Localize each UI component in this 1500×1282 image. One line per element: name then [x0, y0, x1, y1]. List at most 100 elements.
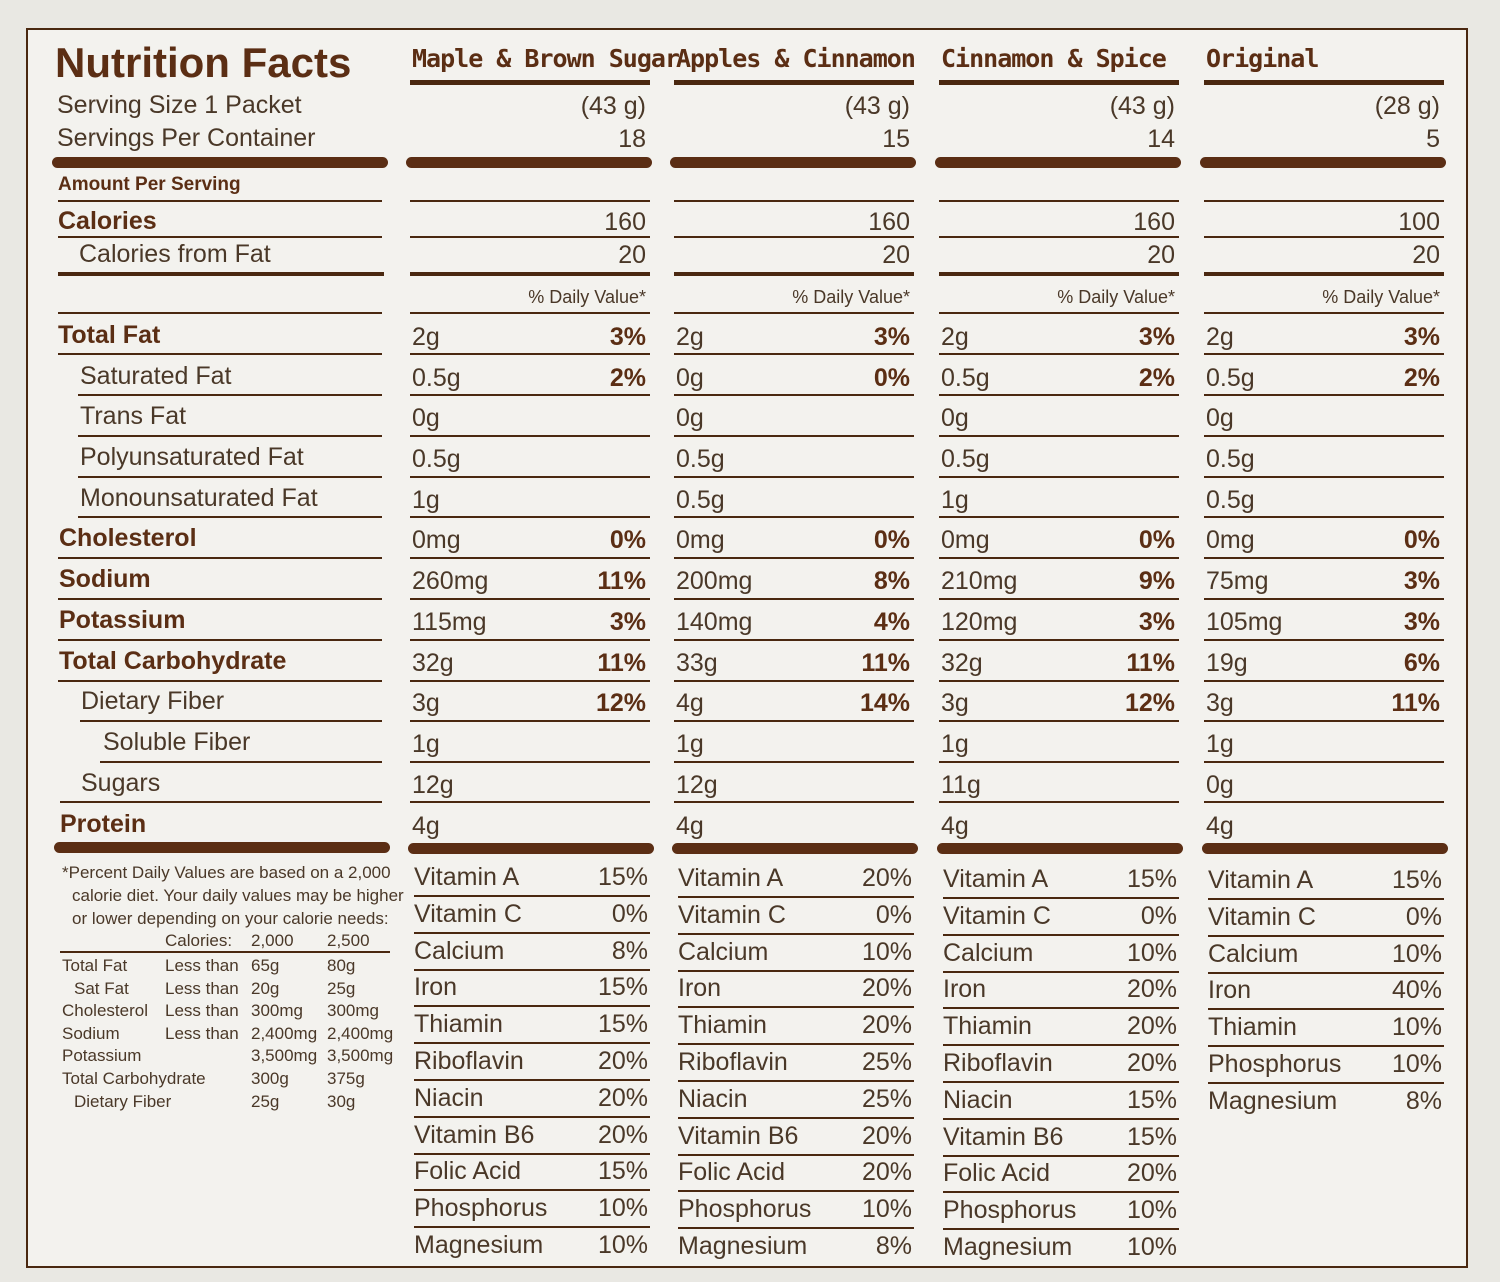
footnote-row-name: Dietary Fiber — [74, 1091, 172, 1111]
divider — [674, 200, 914, 202]
divider — [1208, 972, 1444, 974]
vitamin-daily-value: 10% — [1126, 1196, 1177, 1224]
divider — [1204, 435, 1444, 437]
divider — [78, 435, 382, 437]
divider — [674, 516, 914, 518]
calories-from-fat-value: 20 — [1147, 241, 1175, 269]
divider — [410, 394, 650, 396]
nutrient-amount: 19g — [1206, 649, 1248, 677]
vitamin-daily-value: 0% — [1405, 903, 1442, 931]
nutrient-amount: 1g — [676, 730, 704, 758]
divider-medium — [1204, 80, 1444, 85]
vitamin-name: Iron — [1208, 976, 1252, 1004]
divider — [674, 680, 914, 682]
vitamin-daily-value: 20% — [861, 1158, 912, 1186]
servings-per-container: 18 — [618, 125, 646, 153]
divider — [943, 971, 1179, 973]
nutrient-amount: 3g — [1206, 689, 1234, 717]
servings-per-container: 14 — [1147, 125, 1175, 153]
divider-medium — [939, 272, 1179, 276]
nutrient-daily-value: 0% — [873, 364, 910, 392]
divider — [1208, 1082, 1444, 1084]
nutrient-amount: 140mg — [676, 608, 753, 636]
nutrient-daily-value: 6% — [1403, 649, 1440, 677]
divider — [939, 639, 1179, 641]
vitamin-name: Thiamin — [414, 1010, 503, 1038]
divider — [410, 200, 650, 202]
divider-medium — [410, 272, 650, 276]
footnote-row-name: Cholesterol — [62, 1001, 148, 1021]
nutrient-daily-value: 11% — [1126, 649, 1175, 677]
vitamin-name: Magnesium — [414, 1231, 544, 1259]
nutrient-amount: 1g — [941, 730, 969, 758]
servings-per-container: 5 — [1426, 125, 1440, 153]
calories-value: 160 — [1133, 208, 1175, 236]
daily-value-header: % Daily Value* — [792, 287, 910, 307]
divider — [939, 236, 1179, 238]
footnote-row-name: Sat Fat — [74, 978, 129, 998]
divider — [943, 1155, 1179, 1157]
divider — [1204, 557, 1444, 559]
divider — [939, 476, 1179, 478]
vitamin-name: Iron — [678, 974, 722, 1002]
divider — [410, 312, 650, 314]
vitamin-daily-value: 15% — [597, 1010, 648, 1038]
vitamin-daily-value: 15% — [1126, 1123, 1177, 1151]
divider — [410, 680, 650, 682]
divider — [678, 1154, 914, 1156]
nutrient-amount: 120mg — [941, 608, 1018, 636]
vitamin-daily-value: 20% — [597, 1121, 648, 1149]
divider-thick — [54, 842, 390, 853]
serving-grams: (43 g) — [844, 92, 910, 120]
footnote-calories-2500: 2,500 — [327, 931, 370, 950]
vitamin-daily-value: 25% — [861, 1085, 912, 1113]
nutrient-amount: 3g — [412, 689, 440, 717]
footnote-row-2000: 300g — [251, 1069, 289, 1088]
footnote-row-2500: 375g — [327, 1069, 365, 1088]
daily-value-header: % Daily Value* — [1322, 287, 1440, 307]
nutrient-amount: 0mg — [941, 526, 990, 554]
divider — [78, 516, 382, 518]
divider — [943, 1007, 1179, 1009]
divider — [674, 761, 914, 763]
sugars-label: Sugars — [81, 769, 161, 797]
divider — [674, 435, 914, 437]
vitamin-name: Magnesium — [943, 1233, 1073, 1261]
divider — [939, 353, 1179, 355]
divider — [58, 598, 382, 600]
divider-medium — [1204, 272, 1444, 276]
nutrient-daily-value: 3% — [609, 608, 646, 636]
vitamin-daily-value: 10% — [597, 1231, 648, 1259]
nutrient-daily-value: 3% — [1138, 323, 1175, 351]
nutrient-daily-value: 0% — [1138, 526, 1175, 554]
vitamin-daily-value: 20% — [861, 1122, 912, 1150]
nutrient-amount: 0.5g — [676, 445, 725, 473]
vitamin-daily-value: 15% — [1126, 865, 1177, 893]
divider — [939, 761, 1179, 763]
divider-thick — [52, 157, 388, 168]
footnote-row-2000: 300mg — [251, 1001, 303, 1021]
divider — [100, 761, 382, 763]
trans-fat-label: Trans Fat — [80, 402, 187, 430]
divider — [1204, 394, 1444, 396]
nutrient-daily-value: 3% — [873, 323, 910, 351]
footnote-row-2000: 3,500mg — [251, 1046, 318, 1066]
nutrient-amount: 0g — [1206, 404, 1234, 432]
vitamin-name: Vitamin B6 — [414, 1121, 535, 1149]
protein-label: Protein — [60, 810, 147, 838]
vitamin-daily-value: 15% — [597, 863, 648, 891]
divider — [939, 516, 1179, 518]
nutrient-amount: 2g — [676, 323, 704, 351]
servings-per-container-label: Servings Per Container — [57, 124, 316, 152]
vitamin-daily-value: 15% — [597, 973, 648, 1001]
nutrient-amount: 4g — [676, 689, 704, 717]
serving-grams: (28 g) — [1374, 92, 1440, 120]
vitamin-name: Vitamin A — [678, 864, 784, 892]
nutrient-amount: 33g — [676, 649, 718, 677]
dietary-fiber-label: Dietary Fiber — [81, 687, 225, 715]
vitamin-name: Phosphorus — [1208, 1050, 1342, 1078]
vitamin-name: Thiamin — [943, 1012, 1032, 1040]
footnote-line: *Percent Daily Values are based on a 2,0… — [62, 863, 391, 882]
nutrient-daily-value: 11% — [861, 649, 910, 677]
vitamin-daily-value: 20% — [1126, 975, 1177, 1003]
